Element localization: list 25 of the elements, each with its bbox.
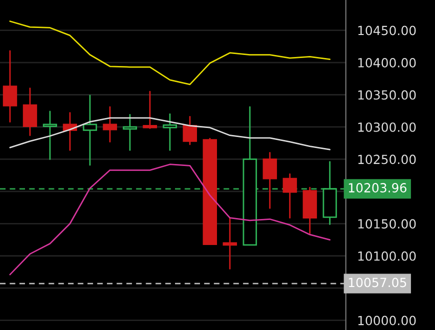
candlestick xyxy=(122,114,138,151)
candlestick xyxy=(22,88,38,136)
y-tick-label: 10100.00 xyxy=(358,251,416,261)
candlestick xyxy=(142,90,158,129)
y-tick-label: 10300.00 xyxy=(358,122,416,132)
candlestick xyxy=(282,173,297,219)
ref-line-label: 10057.05 xyxy=(348,278,406,288)
candlestick xyxy=(82,94,98,166)
candlestick xyxy=(102,106,118,142)
line-series xyxy=(9,164,331,276)
candlestick xyxy=(2,50,18,123)
y-tick-label: 10000.00 xyxy=(358,316,416,326)
candlestick xyxy=(262,152,277,209)
candlestick xyxy=(162,113,178,151)
y-tick-label: 10350.00 xyxy=(358,90,416,100)
line-series xyxy=(9,20,331,86)
candlestick xyxy=(222,217,237,270)
y-tick-label: 10400.00 xyxy=(358,58,416,68)
ref-line-label: 10203.96 xyxy=(348,183,406,192)
line-series xyxy=(9,117,331,150)
y-tick-label: 10450.00 xyxy=(358,26,416,36)
candlestick xyxy=(182,116,197,146)
y-tick-label: 10250.00 xyxy=(358,154,416,164)
y-tick-label: 10150.00 xyxy=(358,219,416,229)
candlestick xyxy=(42,110,58,160)
